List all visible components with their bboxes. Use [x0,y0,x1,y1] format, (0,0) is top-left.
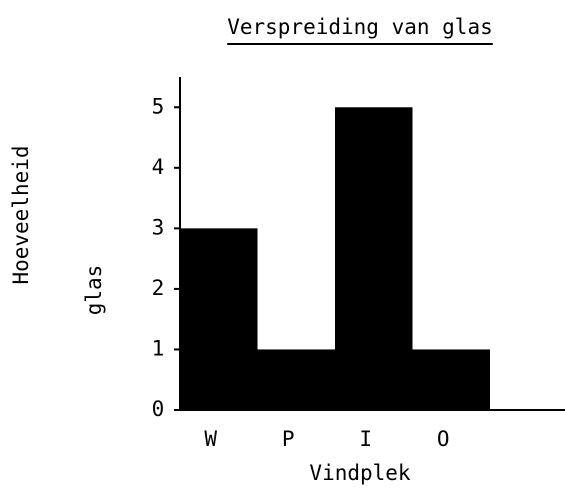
bar [180,228,258,410]
x-tick-label: O [437,427,450,451]
x-tick-label: I [359,427,372,451]
bar [412,349,490,410]
bar [257,349,335,410]
y-tick-label: 2 [152,276,165,300]
y-tick-label: 4 [152,155,165,179]
x-tick-label: W [204,427,217,451]
y-tick-label: 1 [152,336,165,360]
y-tick-label: 0 [152,397,165,421]
bar [335,107,413,410]
x-axis-label: Vindplek [309,461,411,485]
chart-title: Verspreiding van glas [227,15,493,39]
y-axis-label: Hoeveelheid [9,145,33,284]
x-tick-label: P [282,427,295,451]
y-tick-label: 3 [152,215,165,239]
y-axis-label: glas [82,265,106,316]
y-tick-label: 5 [152,94,165,118]
